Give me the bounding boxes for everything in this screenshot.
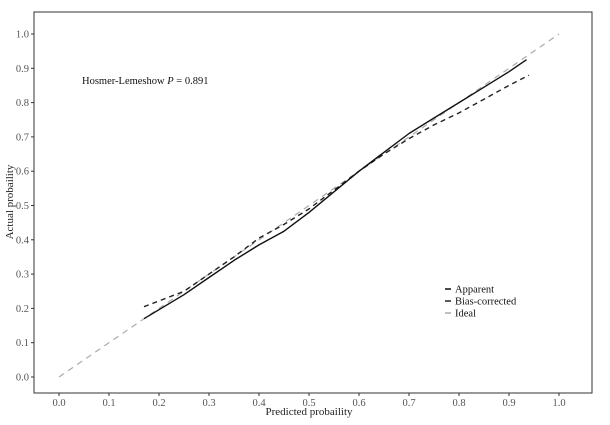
y-axis-title: Actual probaility <box>4 164 16 239</box>
y-tick-label: 0.0 <box>16 373 29 384</box>
y-tick-label: 0.5 <box>16 201 29 212</box>
y-tick-label: 0.9 <box>16 64 29 75</box>
x-axis-title: Predicted probaility <box>265 406 353 418</box>
y-tick-label: 0.1 <box>16 338 29 349</box>
x-tick-label: 0.4 <box>252 398 266 409</box>
x-tick-label: 0.8 <box>452 398 465 409</box>
x-tick-label: 0.1 <box>102 398 115 409</box>
hl-annotation: Hosmer-Lemeshow P = 0.891 <box>82 76 208 87</box>
x-tick-label: 1.0 <box>552 398 565 409</box>
x-tick-label: 0.2 <box>152 398 165 409</box>
y-tick-label: 0.3 <box>16 270 29 281</box>
legend-label: Ideal <box>455 309 476 320</box>
y-tick-label: 0.2 <box>16 304 29 315</box>
x-tick-label: 0.9 <box>502 398 515 409</box>
y-tick-label: 0.4 <box>16 235 30 246</box>
series-line-apparent <box>143 59 527 320</box>
x-tick-label: 0.7 <box>402 398 415 409</box>
y-tick-label: 0.7 <box>16 132 29 143</box>
series-line-bias-corrected <box>143 74 530 308</box>
x-tick-label: 0.0 <box>52 398 65 409</box>
series-line-ideal <box>58 33 560 378</box>
x-tick-label: 0.5 <box>302 398 315 409</box>
y-tick-label: 0.6 <box>16 167 29 178</box>
x-tick-label: 0.6 <box>352 398 365 409</box>
y-tick-label: 1.0 <box>16 30 29 41</box>
y-tick-label: 0.8 <box>16 98 29 109</box>
legend-label: Bias-corrected <box>455 297 517 308</box>
plot-panel-border <box>33 11 593 394</box>
x-tick-label: 0.3 <box>202 398 215 409</box>
legend-label: Apparent <box>455 285 494 296</box>
